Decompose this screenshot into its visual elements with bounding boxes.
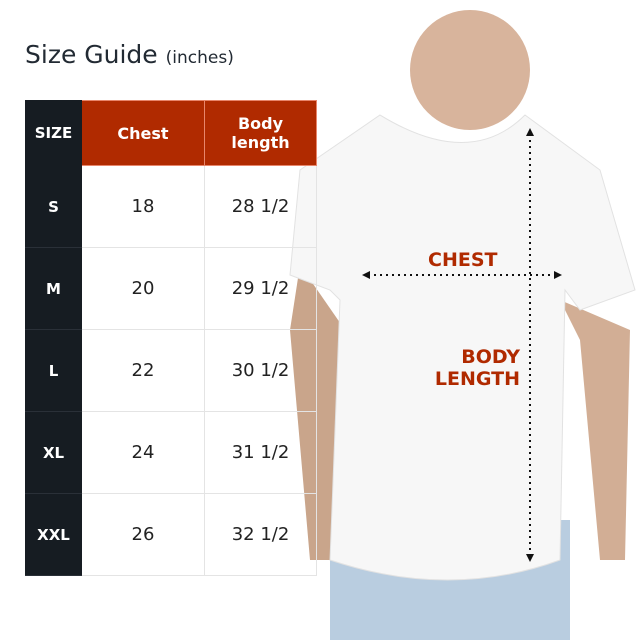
length-cell: 31 1/2 xyxy=(204,411,317,494)
body-length-label-line1: BODY xyxy=(461,346,520,368)
size-cell: L xyxy=(25,329,82,412)
table-row: XL 24 31 1/2 xyxy=(25,411,317,494)
title-text: Size Guide xyxy=(25,40,158,69)
chest-cell: 22 xyxy=(81,329,205,412)
size-cell: S xyxy=(25,165,82,248)
header-size: SIZE xyxy=(25,100,82,166)
chest-cell: 20 xyxy=(81,247,205,330)
length-cell: 32 1/2 xyxy=(204,493,317,576)
chest-label: CHEST xyxy=(428,249,498,271)
chest-cell: 26 xyxy=(81,493,205,576)
table-row: L 22 30 1/2 xyxy=(25,329,317,412)
size-cell: XL xyxy=(25,411,82,494)
page-title: Size Guide (inches) xyxy=(25,40,234,69)
length-cell: 28 1/2 xyxy=(204,165,317,248)
chest-cell: 18 xyxy=(81,165,205,248)
table-row: S 18 28 1/2 xyxy=(25,165,317,248)
length-cell: 29 1/2 xyxy=(204,247,317,330)
table-row: M 20 29 1/2 xyxy=(25,247,317,330)
table-row: XXL 26 32 1/2 xyxy=(25,493,317,576)
white-tshirt xyxy=(289,114,636,581)
body-length-label-line2: LENGTH xyxy=(434,368,520,390)
right-arm xyxy=(560,300,630,560)
size-cell: M xyxy=(25,247,82,330)
header-chest: Chest xyxy=(81,100,205,166)
title-unit: (inches) xyxy=(165,48,234,68)
header-body-length: Body length xyxy=(204,100,317,166)
chest-cell: 24 xyxy=(81,411,205,494)
size-table: SIZE Chest Body length S 18 28 1/2 M 20 29 1… xyxy=(25,100,317,576)
length-cell: 30 1/2 xyxy=(204,329,317,412)
header-row: SIZE Chest Body length xyxy=(25,100,317,166)
body-length-label: BODY LENGTH xyxy=(420,346,520,390)
size-cell: XXL xyxy=(25,493,82,576)
neck xyxy=(410,10,530,130)
